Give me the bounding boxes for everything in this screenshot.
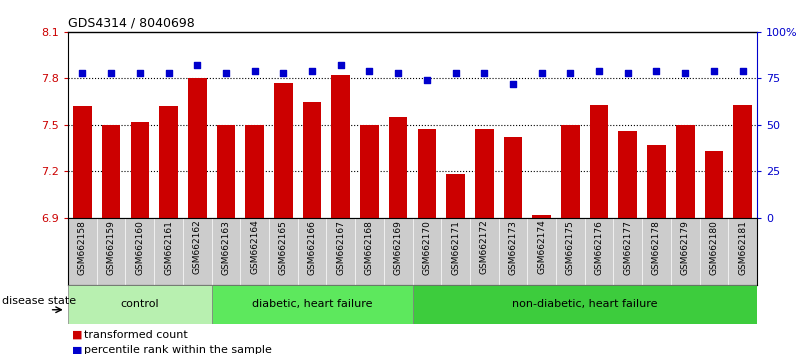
Text: GSM662175: GSM662175 [566, 220, 575, 275]
Point [248, 68, 261, 74]
Point [622, 70, 634, 76]
Bar [245, 125, 264, 218]
Point [506, 81, 519, 87]
Point [736, 68, 749, 74]
Bar [417, 130, 437, 218]
Bar [131, 122, 149, 218]
Text: GSM662166: GSM662166 [308, 220, 316, 275]
Point [478, 70, 491, 76]
Bar [332, 75, 350, 218]
Bar [618, 131, 637, 218]
Bar [504, 137, 522, 218]
Bar [68, 285, 211, 324]
Text: diabetic, heart failure: diabetic, heart failure [252, 299, 372, 309]
Text: GSM662169: GSM662169 [393, 220, 403, 275]
Text: ■: ■ [72, 330, 83, 339]
Bar [216, 125, 235, 218]
Bar [533, 215, 551, 218]
Point [421, 78, 433, 83]
Bar [360, 125, 379, 218]
Text: GSM662158: GSM662158 [78, 220, 87, 275]
Text: GSM662164: GSM662164 [250, 220, 260, 274]
Bar [590, 105, 609, 218]
Bar [102, 125, 120, 218]
Bar [388, 117, 408, 218]
Text: GSM662170: GSM662170 [422, 220, 432, 275]
Point [678, 70, 691, 76]
Bar [647, 145, 666, 218]
Text: GSM662165: GSM662165 [279, 220, 288, 275]
Text: non-diabetic, heart failure: non-diabetic, heart failure [512, 299, 658, 309]
Point [449, 70, 462, 76]
Text: transformed count: transformed count [84, 330, 188, 339]
Point [219, 70, 232, 76]
Text: GSM662174: GSM662174 [537, 220, 546, 274]
Bar [475, 130, 493, 218]
Text: GSM662167: GSM662167 [336, 220, 345, 275]
Text: ■: ■ [72, 346, 83, 354]
Point [535, 70, 548, 76]
Text: GSM662173: GSM662173 [509, 220, 517, 275]
Point [191, 63, 203, 68]
Bar [188, 78, 207, 218]
Text: GSM662177: GSM662177 [623, 220, 632, 275]
Bar [446, 175, 465, 218]
Text: GSM662181: GSM662181 [738, 220, 747, 275]
Point [134, 70, 147, 76]
Point [76, 70, 89, 76]
Text: GSM662178: GSM662178 [652, 220, 661, 275]
Point [105, 70, 118, 76]
Point [564, 70, 577, 76]
Bar [73, 106, 92, 218]
Point [306, 68, 319, 74]
Text: percentile rank within the sample: percentile rank within the sample [84, 346, 272, 354]
Text: GSM662161: GSM662161 [164, 220, 173, 275]
Bar [303, 102, 321, 218]
Bar [705, 151, 723, 218]
Text: GDS4314 / 8040698: GDS4314 / 8040698 [68, 16, 195, 29]
Text: GSM662172: GSM662172 [480, 220, 489, 274]
Bar [413, 285, 757, 324]
Bar [159, 106, 178, 218]
Point [392, 70, 405, 76]
Point [363, 68, 376, 74]
Text: GSM662160: GSM662160 [135, 220, 144, 275]
Text: disease state: disease state [2, 296, 76, 306]
Text: GSM662168: GSM662168 [365, 220, 374, 275]
Text: GSM662176: GSM662176 [594, 220, 604, 275]
Bar [274, 83, 292, 218]
Text: GSM662171: GSM662171 [451, 220, 460, 275]
Point [593, 68, 606, 74]
Point [650, 68, 663, 74]
Text: GSM662163: GSM662163 [221, 220, 231, 275]
Point [707, 68, 720, 74]
Point [334, 63, 347, 68]
Text: GSM662159: GSM662159 [107, 220, 115, 275]
Point [277, 70, 290, 76]
Point [162, 70, 175, 76]
Bar [676, 125, 694, 218]
Text: GSM662179: GSM662179 [681, 220, 690, 275]
Text: GSM662180: GSM662180 [710, 220, 718, 275]
Bar [733, 105, 752, 218]
Text: control: control [120, 299, 159, 309]
Text: GSM662162: GSM662162 [193, 220, 202, 274]
Bar [211, 285, 413, 324]
Bar [561, 125, 580, 218]
